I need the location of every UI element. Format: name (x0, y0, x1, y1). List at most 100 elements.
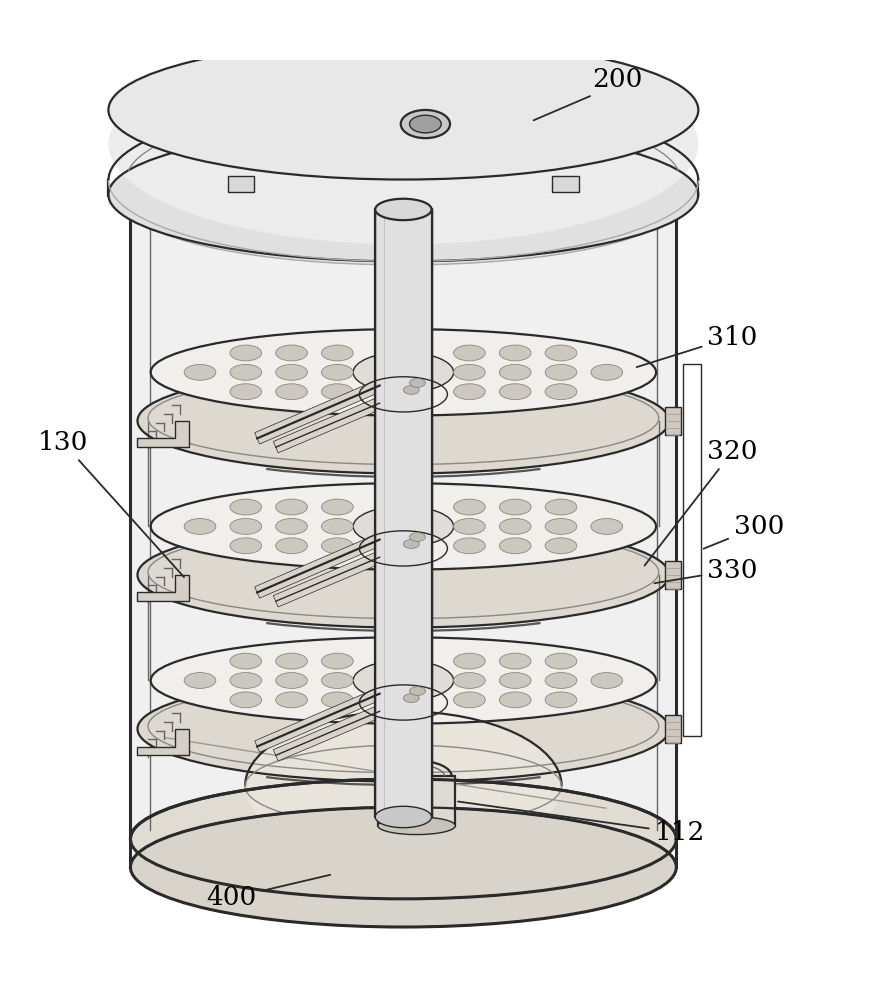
Ellipse shape (184, 518, 216, 534)
Polygon shape (552, 176, 579, 192)
Ellipse shape (276, 364, 307, 380)
Ellipse shape (500, 538, 531, 554)
Ellipse shape (500, 653, 531, 669)
Polygon shape (274, 397, 382, 453)
Ellipse shape (545, 499, 577, 515)
Ellipse shape (500, 673, 531, 688)
Ellipse shape (108, 40, 698, 180)
Ellipse shape (403, 386, 419, 394)
Ellipse shape (322, 345, 354, 361)
Ellipse shape (151, 329, 656, 416)
Ellipse shape (276, 692, 307, 708)
Ellipse shape (230, 653, 261, 669)
Polygon shape (254, 534, 382, 598)
Ellipse shape (545, 538, 577, 554)
Polygon shape (228, 176, 254, 192)
Ellipse shape (230, 673, 261, 688)
Text: 112: 112 (458, 802, 704, 845)
Ellipse shape (454, 345, 486, 361)
Ellipse shape (184, 673, 216, 688)
Ellipse shape (130, 779, 676, 899)
Polygon shape (254, 688, 382, 752)
Ellipse shape (230, 518, 261, 534)
Polygon shape (274, 706, 382, 761)
Polygon shape (130, 205, 676, 839)
Ellipse shape (409, 533, 425, 541)
Ellipse shape (454, 518, 486, 534)
Polygon shape (108, 183, 698, 205)
Ellipse shape (322, 538, 354, 554)
Ellipse shape (137, 676, 669, 782)
Ellipse shape (276, 345, 307, 361)
Ellipse shape (400, 110, 450, 138)
Ellipse shape (500, 518, 531, 534)
Ellipse shape (409, 687, 425, 695)
Ellipse shape (230, 499, 261, 515)
Ellipse shape (130, 807, 676, 927)
Ellipse shape (500, 692, 531, 708)
Ellipse shape (500, 364, 531, 380)
Ellipse shape (545, 364, 577, 380)
Polygon shape (137, 729, 189, 755)
Ellipse shape (276, 653, 307, 669)
Ellipse shape (230, 384, 261, 400)
Ellipse shape (322, 499, 354, 515)
Ellipse shape (545, 673, 577, 688)
Ellipse shape (454, 364, 486, 380)
Ellipse shape (130, 145, 676, 265)
Ellipse shape (545, 518, 577, 534)
Ellipse shape (454, 384, 486, 400)
Ellipse shape (409, 115, 441, 133)
Ellipse shape (184, 364, 216, 380)
Ellipse shape (354, 660, 454, 701)
Ellipse shape (403, 694, 419, 703)
Ellipse shape (137, 522, 669, 628)
Ellipse shape (130, 779, 676, 899)
Ellipse shape (245, 711, 562, 861)
Ellipse shape (403, 540, 419, 548)
Ellipse shape (151, 483, 656, 570)
Polygon shape (664, 561, 680, 589)
Polygon shape (664, 715, 680, 743)
Polygon shape (137, 421, 189, 447)
Ellipse shape (591, 364, 623, 380)
Ellipse shape (322, 673, 354, 688)
Ellipse shape (151, 637, 656, 724)
Ellipse shape (322, 692, 354, 708)
Ellipse shape (377, 817, 455, 835)
Ellipse shape (545, 692, 577, 708)
Polygon shape (274, 552, 382, 607)
Ellipse shape (454, 673, 486, 688)
Ellipse shape (276, 538, 307, 554)
Ellipse shape (137, 368, 669, 473)
Ellipse shape (276, 518, 307, 534)
Ellipse shape (500, 384, 531, 400)
Ellipse shape (454, 653, 486, 669)
Ellipse shape (454, 692, 486, 708)
Ellipse shape (591, 518, 623, 534)
Ellipse shape (375, 199, 431, 220)
Ellipse shape (591, 673, 623, 688)
Bar (377, 776, 455, 826)
Text: 300: 300 (703, 514, 784, 549)
Ellipse shape (545, 653, 577, 669)
Text: 320: 320 (644, 439, 758, 566)
Ellipse shape (454, 499, 486, 515)
Text: 400: 400 (206, 875, 330, 910)
Ellipse shape (322, 518, 354, 534)
Ellipse shape (322, 653, 354, 669)
Ellipse shape (276, 384, 307, 400)
Ellipse shape (276, 673, 307, 688)
Ellipse shape (354, 352, 454, 392)
Polygon shape (664, 407, 680, 435)
Ellipse shape (230, 345, 261, 361)
Ellipse shape (276, 499, 307, 515)
Ellipse shape (545, 345, 577, 361)
Ellipse shape (454, 538, 486, 554)
Text: 130: 130 (38, 430, 184, 577)
Ellipse shape (322, 364, 354, 380)
Ellipse shape (108, 128, 698, 261)
Text: 310: 310 (637, 325, 758, 367)
Polygon shape (137, 575, 189, 601)
Ellipse shape (230, 364, 261, 380)
